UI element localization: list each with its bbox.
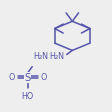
Text: H₂N: H₂N (33, 52, 48, 61)
Text: O: O (8, 73, 15, 82)
Text: H₂N: H₂N (48, 52, 63, 61)
Text: S: S (24, 73, 31, 83)
Text: O: O (40, 73, 47, 82)
Text: HO: HO (21, 92, 33, 101)
